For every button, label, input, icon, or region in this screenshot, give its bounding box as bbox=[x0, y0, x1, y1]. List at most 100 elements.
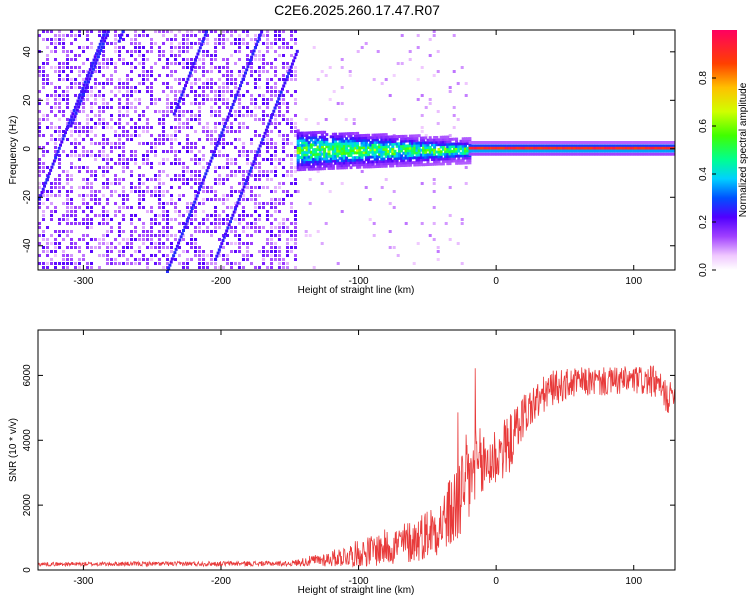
spectrogram-cell bbox=[294, 154, 297, 157]
spectrogram-cell bbox=[262, 42, 265, 45]
spectrogram-cell bbox=[206, 230, 209, 233]
spectrogram-cell bbox=[146, 118, 149, 121]
spectrogram-cell bbox=[210, 54, 213, 57]
spectrogram-cell bbox=[245, 179, 249, 183]
spectrogram-cell bbox=[303, 131, 307, 135]
spectrogram-cell bbox=[110, 150, 113, 153]
spectrogram-cell bbox=[464, 161, 467, 165]
spectrogram-cell bbox=[198, 222, 201, 225]
spectrogram-cell bbox=[146, 190, 149, 193]
spectrogram-cell bbox=[174, 98, 177, 101]
spectrogram-cell bbox=[338, 132, 342, 136]
spectrogram-cell bbox=[70, 174, 73, 177]
spectrogram-cell bbox=[559, 144, 562, 148]
spectrogram-cell bbox=[668, 152, 671, 156]
spectrogram-cell bbox=[286, 42, 289, 45]
spectrogram-cell bbox=[464, 166, 468, 169]
spectrogram-cell bbox=[478, 141, 481, 144]
spectrogram-cell bbox=[298, 165, 302, 169]
spectrogram-cell bbox=[470, 149, 473, 153]
spectrogram-cell bbox=[408, 158, 412, 162]
spectrogram-y-tick-label: 0 bbox=[22, 146, 33, 152]
spectrogram-cell bbox=[194, 197, 198, 201]
spectrogram-cell bbox=[340, 132, 344, 136]
spectrogram-cell bbox=[218, 226, 221, 229]
spectrogram-cell bbox=[150, 234, 153, 237]
spectrogram-cell bbox=[309, 138, 313, 142]
spectrogram-cell bbox=[286, 170, 289, 173]
spectrogram-cell bbox=[86, 222, 89, 225]
spectrogram-cell bbox=[364, 153, 368, 157]
spectrogram-cell bbox=[413, 134, 417, 138]
spectrogram-cell bbox=[444, 159, 448, 163]
spectrogram-cell bbox=[441, 162, 445, 166]
spectrogram-cell bbox=[349, 158, 353, 162]
spectrogram-cell bbox=[198, 162, 201, 165]
spectrogram-cell bbox=[122, 170, 125, 173]
spectrogram-cell bbox=[194, 178, 197, 181]
spectrogram-cell bbox=[386, 135, 390, 139]
spectrogram-cell bbox=[226, 30, 229, 33]
spectrogram-cell bbox=[182, 122, 185, 125]
spectrogram-cell bbox=[402, 144, 406, 148]
spectrogram-cell bbox=[444, 155, 448, 158]
spectrogram-cell bbox=[437, 155, 441, 159]
spectrogram-cell bbox=[627, 141, 630, 144]
spectrogram-cell bbox=[190, 146, 193, 149]
spectrogram-cell bbox=[242, 38, 245, 41]
spectrogram-cell bbox=[360, 134, 364, 138]
spectrogram-cell bbox=[278, 158, 281, 161]
spectrogram-cell bbox=[198, 266, 201, 269]
spectrogram-cell bbox=[384, 155, 388, 158]
spectrogram-cell bbox=[266, 90, 269, 93]
spectrogram-cell bbox=[424, 143, 428, 147]
spectrogram-cell bbox=[323, 162, 327, 166]
spectrogram-cell bbox=[218, 222, 221, 225]
spectrogram-cell bbox=[110, 258, 113, 261]
spectrogram-cell bbox=[166, 62, 169, 65]
spectrogram-cell bbox=[452, 106, 456, 109]
spectrogram-cell bbox=[178, 50, 181, 53]
spectrogram-cell bbox=[572, 146, 575, 150]
spectrogram-cell bbox=[432, 222, 436, 225]
spectrogram-cell bbox=[142, 222, 145, 225]
spectrogram-cell bbox=[673, 144, 676, 148]
spectrogram-cell bbox=[282, 42, 285, 45]
spectrogram-cell bbox=[226, 214, 229, 217]
spectrogram-cell bbox=[218, 254, 221, 257]
spectrogram-cell bbox=[371, 143, 375, 147]
spectrogram-cell bbox=[369, 143, 373, 147]
spectrogram-cell bbox=[66, 194, 69, 197]
spectrogram-cell bbox=[166, 190, 169, 193]
spectrogram-cell bbox=[627, 144, 630, 148]
spectrogram-cell bbox=[82, 234, 85, 237]
spectrogram-cell bbox=[88, 77, 92, 81]
spectrogram-cell bbox=[424, 136, 428, 140]
spectrogram-cell bbox=[444, 142, 448, 146]
spectrogram-cell bbox=[98, 90, 101, 93]
spectrogram-cell bbox=[650, 144, 653, 148]
spectrogram-cell bbox=[210, 30, 213, 33]
spectrogram-cell bbox=[158, 162, 161, 165]
spectrogram-cell bbox=[158, 222, 161, 225]
spectrogram-cell bbox=[138, 202, 141, 205]
spectrogram-cell bbox=[248, 169, 252, 173]
spectrogram-cell bbox=[134, 150, 137, 153]
spectrogram-cell bbox=[351, 158, 355, 162]
spectrogram-cell bbox=[138, 50, 141, 53]
spectrogram-cell bbox=[395, 164, 399, 168]
spectrogram-cell bbox=[367, 160, 371, 164]
spectrogram-cell bbox=[114, 94, 117, 97]
spectrogram-cell bbox=[142, 62, 145, 65]
spectrogram-cell bbox=[538, 152, 540, 156]
spectrogram-cell bbox=[571, 144, 573, 148]
spectrogram-cell bbox=[514, 146, 517, 150]
spectrogram-cell bbox=[130, 138, 133, 141]
spectrogram-cell bbox=[426, 158, 430, 162]
spectrogram-cell bbox=[369, 141, 373, 144]
spectrogram-cell bbox=[413, 149, 417, 152]
spectrogram-cell bbox=[303, 167, 307, 171]
spectrogram-cell bbox=[582, 144, 585, 148]
spectrogram-cell bbox=[122, 134, 125, 137]
spectrogram-cell bbox=[270, 190, 273, 193]
